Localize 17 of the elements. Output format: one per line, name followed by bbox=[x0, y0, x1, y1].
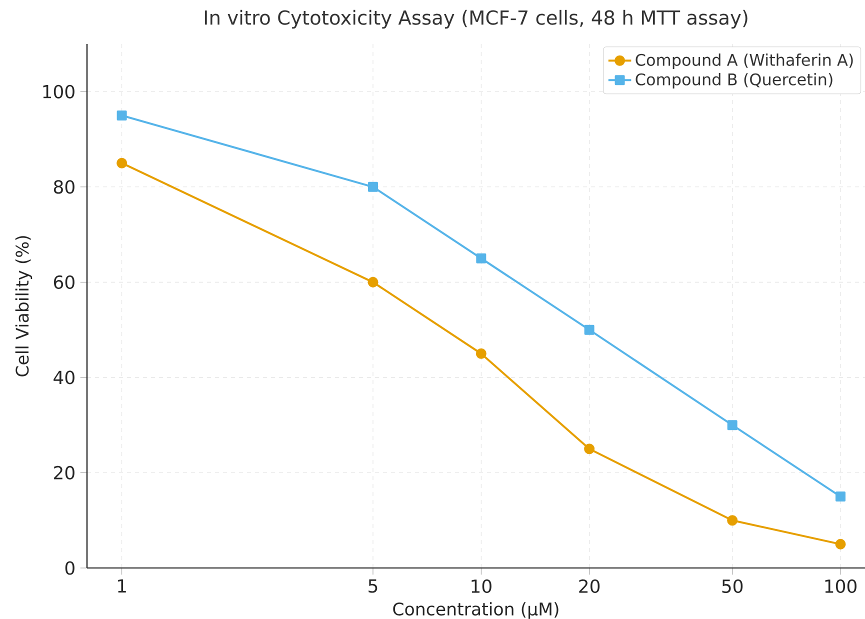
x-tick-label: 20 bbox=[579, 579, 600, 593]
y-tick-label: 20 bbox=[54, 466, 74, 480]
legend-label: Compound B (Quercetin) bbox=[636, 73, 832, 89]
x-tick-label: 50 bbox=[722, 579, 743, 593]
x-tick-label: 10 bbox=[472, 579, 492, 593]
x-tick-label: 1 bbox=[118, 579, 126, 592]
legend-label: Compound A (Withaferin A) bbox=[636, 54, 853, 70]
x-axis-title: Concentration (µM) bbox=[393, 602, 558, 619]
y-tick-label: 100 bbox=[43, 84, 74, 98]
y-tick-label: 80 bbox=[54, 180, 74, 194]
y-tick-label: 60 bbox=[54, 275, 74, 289]
x-tick-label: 100 bbox=[825, 579, 856, 593]
y-tick-label: 0 bbox=[65, 561, 74, 575]
x-tick-label: 5 bbox=[368, 579, 378, 593]
y-axis-title: Cell Viability (%) bbox=[15, 236, 32, 376]
chart-title: In vitro Cytotoxicity Assay (MCF-7 cells, 48 h MTT assay) bbox=[204, 10, 748, 29]
y-tick-label: 40 bbox=[54, 370, 74, 384]
